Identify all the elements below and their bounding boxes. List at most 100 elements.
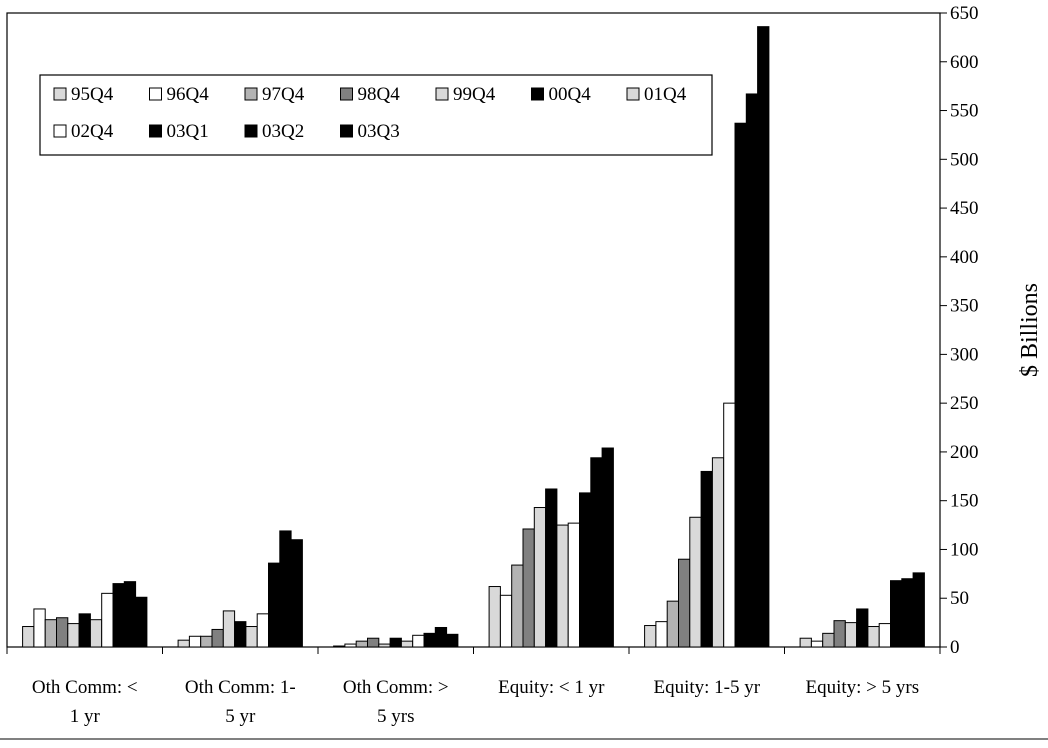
y-tick-label: 200 [950,442,979,463]
category-label: Oth Comm: 1-5 yr [185,677,296,727]
y-tick-label: 600 [950,52,979,73]
bar [499,594,513,648]
legend-swatch [340,87,353,101]
bar [412,634,425,648]
bar [711,457,725,648]
bar [567,522,581,648]
bar [556,524,569,648]
legend-swatch [244,124,258,138]
legend-label: 02Q4 [71,121,114,142]
y-axis: 0 50 100 150 200 250 300 350 400 450 500 550 600 650 [940,3,979,658]
bar [545,488,558,648]
legend-swatch [435,87,449,101]
bar [488,586,501,648]
legend-swatch [531,87,544,101]
bar [56,617,69,648]
bar [123,581,137,648]
bar [844,622,858,648]
y-tick-label: 300 [950,344,979,365]
y-tick-label: 550 [950,101,979,122]
x-axis: Oth Comm: <1 yr Oth Comm: 1-5 yr Oth Comm:… [6,647,941,727]
category-label: Oth Comm: >5 yrs [343,677,449,727]
bar [78,613,91,648]
bar [268,562,281,648]
legend: 95Q4 96Q4 97Q4 98Q4 99Q4 00Q4 01Q4 02Q4 03Q1 03Q2… [39,74,713,156]
bar [378,643,391,648]
category-label: Equity: < 1 yr [498,677,605,698]
bar [279,530,292,648]
y-tick-label: 150 [950,491,979,512]
bars-layer [22,26,925,648]
bar [644,625,657,648]
bar [222,610,236,648]
bar [135,596,148,648]
legend-label: 95Q4 [71,84,114,105]
bar [522,528,535,648]
legend-label: 03Q1 [167,121,209,142]
bar [655,621,668,648]
bar [33,608,46,648]
legend-swatch [53,124,67,138]
bar [101,592,114,648]
bar [400,640,414,648]
bar [67,623,80,648]
bar [666,600,680,648]
bar [745,93,759,648]
y-tick-label: 250 [950,393,979,414]
legend-label: 03Q2 [262,121,304,142]
y-tick-label: 500 [950,149,979,170]
bar [601,447,614,648]
legend-swatch [340,124,353,138]
bar [355,640,369,648]
bar [799,637,812,648]
legend-swatch [149,87,162,101]
y-tick-label: 0 [950,637,960,658]
bar [333,645,346,648]
legend-label: 96Q4 [167,84,210,105]
bar [579,492,592,648]
bar [434,626,448,648]
legend-swatch [244,87,258,101]
category-label: Equity: 1-5 yr [653,677,760,698]
legend-label: 01Q4 [644,84,687,105]
bar [389,637,402,648]
category-label: Oth Comm: <1 yr [32,677,138,727]
y-tick-label: 650 [950,3,979,24]
bar [245,626,258,648]
legend-swatch [149,124,162,138]
bar [810,640,824,648]
y-tick-label: 100 [950,539,979,560]
y-tick-label: 450 [950,198,979,219]
bar [867,626,880,648]
legend-label: 00Q4 [549,84,592,105]
legend-label: 03Q3 [358,121,400,142]
bar [44,619,58,648]
bar [112,583,125,648]
bar [234,621,247,648]
bar [367,637,380,648]
bar [22,626,35,648]
y-axis-title: $ Billions [1017,283,1043,377]
bar [912,572,925,648]
bar [256,613,270,648]
category-label: Equity: > 5 yrs [805,677,919,698]
bar [89,619,103,648]
bar [200,635,213,648]
bar [188,635,202,648]
bar [734,122,747,648]
bar [590,457,603,648]
legend-label: 98Q4 [358,84,401,105]
legend-label: 99Q4 [453,84,496,105]
legend-label: 97Q4 [262,84,305,105]
legend-swatch [53,87,67,101]
bar [700,470,713,648]
bar [423,632,436,648]
bar [344,643,357,648]
bar [723,402,736,648]
bar [446,633,459,648]
bar [511,564,524,648]
bar [856,608,869,648]
y-tick-label: 400 [950,247,979,268]
